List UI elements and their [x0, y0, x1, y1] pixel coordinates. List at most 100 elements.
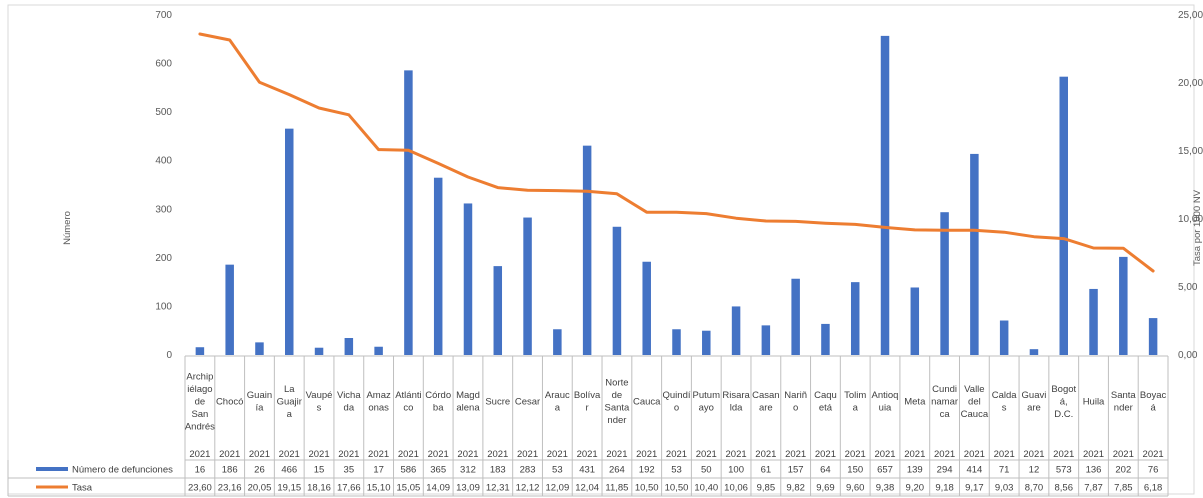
bar — [345, 338, 354, 355]
category-label: Bolíva r — [574, 390, 601, 414]
bar — [702, 331, 711, 355]
year-label: 2021 — [308, 449, 329, 460]
year-label: 2021 — [487, 449, 508, 460]
tasa-cell: 12,31 — [486, 483, 510, 494]
year-label: 2021 — [1113, 449, 1134, 460]
category-label-line: Risara — [722, 390, 750, 401]
bar — [255, 342, 264, 355]
tasa-cell: 9,82 — [786, 483, 805, 494]
defunciones-cell: 35 — [344, 465, 355, 476]
year-label: 2021 — [845, 449, 866, 460]
defunciones-cell: 573 — [1056, 465, 1072, 476]
year-label: 2021 — [1053, 449, 1074, 460]
category-label-line: Casan — [752, 390, 779, 401]
defunciones-cell: 53 — [552, 465, 563, 476]
defunciones-cell: 365 — [430, 465, 446, 476]
tasa-cell: 9,03 — [995, 483, 1014, 494]
defunciones-cell: 15 — [314, 465, 325, 476]
tasa-cell: 14,09 — [426, 483, 450, 494]
right-tick-label: 25,00 — [1178, 10, 1203, 21]
category-label-line: ía — [256, 403, 265, 414]
category-label: Guain ía — [247, 390, 272, 414]
bar — [404, 70, 413, 355]
left-tick-label: 0 — [166, 350, 172, 361]
category-label-line: Quindí — [663, 390, 691, 401]
defunciones-cell: 186 — [222, 465, 238, 476]
defunciones-cell: 150 — [847, 465, 863, 476]
year-label: 2021 — [904, 449, 925, 460]
bar — [1089, 289, 1098, 355]
defunciones-cell: 157 — [788, 465, 804, 476]
legend-label-tasa: Tasa — [72, 483, 93, 494]
year-label: 2021 — [636, 449, 657, 460]
category-label-line: Córdo — [425, 390, 451, 401]
bar — [285, 129, 294, 355]
tasa-cell: 15,10 — [367, 483, 391, 494]
data-table: Archip iélago de San Andrés2021Chocó2021Guai… — [8, 356, 1168, 496]
category-label-line: Valle — [964, 384, 984, 395]
year-label: 2021 — [874, 449, 895, 460]
category-label-line: onas — [368, 403, 389, 414]
year-label: 2021 — [279, 449, 300, 460]
defunciones-cell: 312 — [460, 465, 476, 476]
category-label: Magd alena — [456, 390, 480, 414]
bar — [374, 347, 383, 355]
bar — [970, 154, 979, 355]
tasa-cell: 11,85 — [605, 483, 628, 494]
category-label-line: Atlánti — [395, 390, 421, 401]
left-tick-label: 300 — [155, 204, 172, 215]
defunciones-cell: 100 — [728, 465, 744, 476]
year-label: 2021 — [1083, 449, 1104, 460]
tasa-cell: 9,60 — [846, 483, 865, 494]
bar — [881, 36, 890, 355]
category-label-line: ca — [940, 409, 951, 420]
category-label-line: Cundi — [932, 384, 957, 395]
category-label: Antioq uia — [872, 390, 899, 414]
left-tick-label: 700 — [155, 10, 172, 21]
tasa-cell: 9,69 — [816, 483, 835, 494]
defunciones-cell: 76 — [1148, 465, 1159, 476]
year-label: 2021 — [934, 449, 955, 460]
category-label-line: Vicha — [337, 390, 361, 401]
tasa-cell: 10,50 — [665, 483, 689, 494]
defunciones-cell: 657 — [877, 465, 893, 476]
category-label-line: r — [586, 403, 589, 414]
category-label: Cesar — [515, 396, 540, 407]
defunciones-cell: 50 — [701, 465, 712, 476]
year-label: 2021 — [517, 449, 538, 460]
defunciones-cell: 16 — [195, 465, 206, 476]
right-tick-label: 0,00 — [1178, 350, 1198, 361]
defunciones-cell: 264 — [609, 465, 625, 476]
legend-key-defunciones — [36, 467, 68, 471]
tasa-cell: 7,87 — [1084, 483, 1103, 494]
category-label-line: a — [555, 403, 561, 414]
year-label: 2021 — [696, 449, 717, 460]
category-label-line: Guavi — [1022, 390, 1047, 401]
defunciones-cell: 431 — [579, 465, 595, 476]
category-label: Chocó — [216, 396, 243, 407]
category-label: Santa nder — [1111, 390, 1137, 414]
year-label: 2021 — [666, 449, 687, 460]
defunciones-cell: 466 — [281, 465, 297, 476]
bar — [1119, 257, 1128, 355]
category-label: Bogot á, D.C. — [1051, 384, 1076, 420]
category-label-line: Putum — [693, 390, 721, 401]
defunciones-cell: 26 — [254, 465, 265, 476]
category-label-line: lda — [730, 403, 743, 414]
left-tick-label: 200 — [155, 253, 172, 264]
bar — [940, 212, 949, 355]
bar-series — [196, 36, 1158, 355]
year-label: 2021 — [1023, 449, 1044, 460]
tasa-cell: 19,15 — [277, 483, 301, 494]
category-label-line: Bolíva — [574, 390, 601, 401]
year-label: 2021 — [964, 449, 985, 460]
category-label: Putum ayo — [693, 390, 721, 414]
defunciones-cell: 139 — [907, 465, 923, 476]
category-label-line: co — [403, 403, 413, 414]
category-label-line: Boyac — [1140, 390, 1167, 401]
year-label: 2021 — [815, 449, 836, 460]
tasa-cell: 12,09 — [545, 483, 569, 494]
bar — [672, 329, 681, 355]
category-label: Norte de Santa nder — [605, 378, 631, 427]
bar — [225, 265, 234, 355]
